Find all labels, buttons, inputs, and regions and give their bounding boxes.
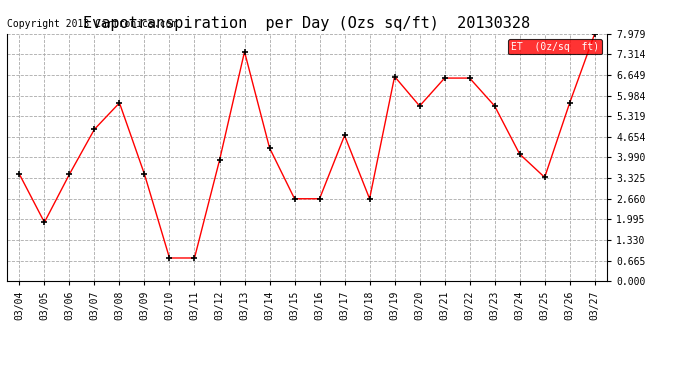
Title: Evapotranspiration  per Day (Ozs sq/ft)  20130328: Evapotranspiration per Day (Ozs sq/ft) 2… xyxy=(83,16,531,31)
Text: Copyright 2013 Cartronics.com: Copyright 2013 Cartronics.com xyxy=(7,19,177,29)
Legend: ET  (0z/sq  ft): ET (0z/sq ft) xyxy=(509,39,602,54)
